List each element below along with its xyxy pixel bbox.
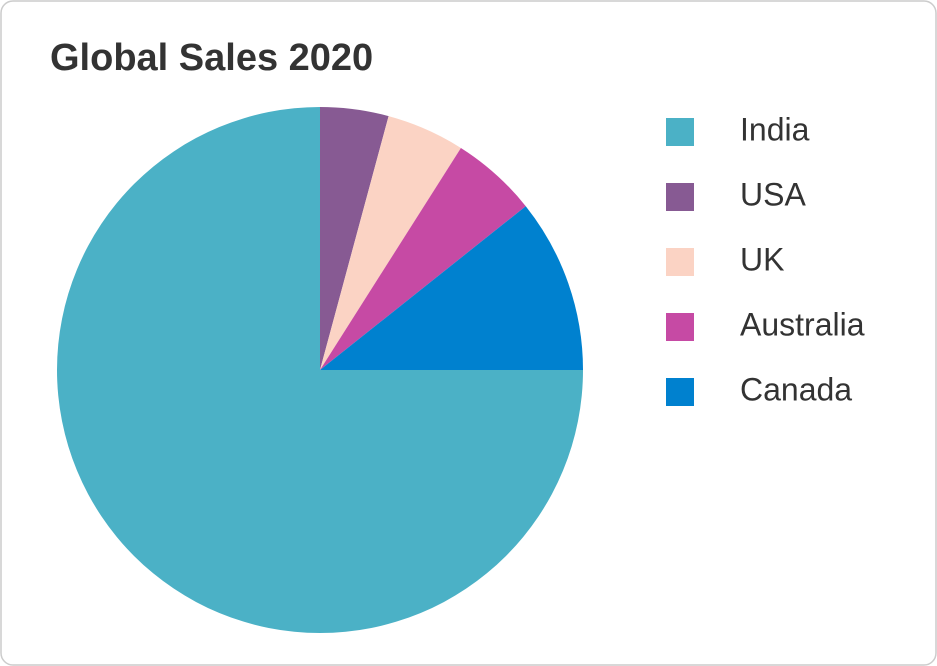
pie-slice [320,147,526,370]
legend-swatch [666,313,694,341]
legend-swatch [666,183,694,211]
legend-label: Canada [740,371,852,407]
pie-slice [320,116,461,370]
pie-slice [320,107,389,370]
legend-label: India [740,111,810,147]
legend-swatch [666,378,694,406]
legend-label: Australia [740,306,865,342]
legend-swatch [666,118,694,146]
legend-swatch [666,248,694,276]
chart-title: Global Sales 2020 [50,37,373,79]
pie-slice [320,206,583,370]
legend-label: UK [740,241,784,277]
legend-label: USA [740,176,806,212]
